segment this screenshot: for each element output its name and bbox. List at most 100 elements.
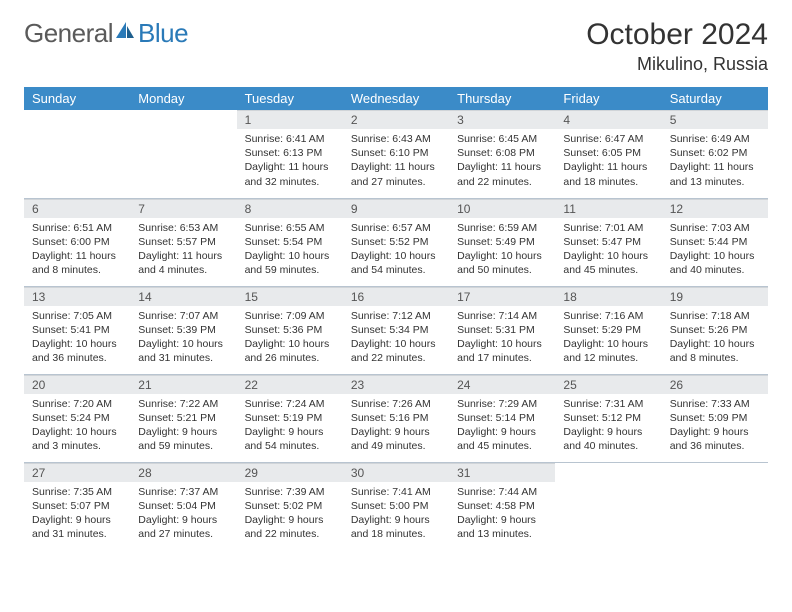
sunrise-line: Sunrise: 7:22 AM [138,397,228,411]
sunset-line: Sunset: 5:44 PM [670,235,760,249]
day-number: 6 [24,199,130,218]
calendar-cell: 10Sunrise: 6:59 AMSunset: 5:49 PMDayligh… [449,198,555,286]
sunrise-line: Sunrise: 7:03 AM [670,221,760,235]
calendar-row: 27Sunrise: 7:35 AMSunset: 5:07 PMDayligh… [24,462,768,550]
calendar-row: 20Sunrise: 7:20 AMSunset: 5:24 PMDayligh… [24,374,768,462]
calendar-cell: 19Sunrise: 7:18 AMSunset: 5:26 PMDayligh… [662,286,768,374]
weekday-header: Friday [555,87,661,110]
day-body: Sunrise: 6:49 AMSunset: 6:02 PMDaylight:… [662,129,768,194]
day-number: 12 [662,199,768,218]
day-body: Sunrise: 7:26 AMSunset: 5:16 PMDaylight:… [343,394,449,459]
daylight-line: Daylight: 9 hours and 31 minutes. [32,513,122,541]
sunrise-line: Sunrise: 7:01 AM [563,221,653,235]
sunrise-line: Sunrise: 6:41 AM [245,132,335,146]
sunset-line: Sunset: 5:19 PM [245,411,335,425]
sunset-line: Sunset: 5:14 PM [457,411,547,425]
calendar-cell: 21Sunrise: 7:22 AMSunset: 5:21 PMDayligh… [130,374,236,462]
sunrise-line: Sunrise: 7:09 AM [245,309,335,323]
day-body: Sunrise: 6:43 AMSunset: 6:10 PMDaylight:… [343,129,449,194]
daylight-line: Daylight: 9 hours and 59 minutes. [138,425,228,453]
daylight-line: Daylight: 9 hours and 45 minutes. [457,425,547,453]
weekday-header: Sunday [24,87,130,110]
day-body: Sunrise: 6:41 AMSunset: 6:13 PMDaylight:… [237,129,343,194]
sunrise-line: Sunrise: 6:53 AM [138,221,228,235]
sunset-line: Sunset: 5:26 PM [670,323,760,337]
calendar-cell: 9Sunrise: 6:57 AMSunset: 5:52 PMDaylight… [343,198,449,286]
day-number: 1 [237,110,343,129]
day-number: 14 [130,287,236,306]
day-number: 20 [24,375,130,394]
calendar-cell: 28Sunrise: 7:37 AMSunset: 5:04 PMDayligh… [130,462,236,550]
daylight-line: Daylight: 11 hours and 4 minutes. [138,249,228,277]
location: Mikulino, Russia [586,54,768,75]
sunrise-line: Sunrise: 7:20 AM [32,397,122,411]
logo-text-general: General [24,18,113,49]
daylight-line: Daylight: 9 hours and 27 minutes. [138,513,228,541]
sunset-line: Sunset: 5:07 PM [32,499,122,513]
sunrise-line: Sunrise: 6:51 AM [32,221,122,235]
day-number: 10 [449,199,555,218]
day-body: Sunrise: 6:47 AMSunset: 6:05 PMDaylight:… [555,129,661,194]
daylight-line: Daylight: 9 hours and 18 minutes. [351,513,441,541]
calendar-cell: 20Sunrise: 7:20 AMSunset: 5:24 PMDayligh… [24,374,130,462]
sunrise-line: Sunrise: 7:33 AM [670,397,760,411]
sunrise-line: Sunrise: 6:57 AM [351,221,441,235]
day-number: 13 [24,287,130,306]
calendar-cell: 30Sunrise: 7:41 AMSunset: 5:00 PMDayligh… [343,462,449,550]
day-number: 31 [449,463,555,482]
daylight-line: Daylight: 10 hours and 17 minutes. [457,337,547,365]
sunset-line: Sunset: 5:02 PM [245,499,335,513]
calendar-cell: 31Sunrise: 7:44 AMSunset: 4:58 PMDayligh… [449,462,555,550]
sunrise-line: Sunrise: 7:05 AM [32,309,122,323]
calendar-cell: 6Sunrise: 6:51 AMSunset: 6:00 PMDaylight… [24,198,130,286]
sunset-line: Sunset: 4:58 PM [457,499,547,513]
day-number: 27 [24,463,130,482]
calendar-cell: 4Sunrise: 6:47 AMSunset: 6:05 PMDaylight… [555,110,661,198]
day-number: 7 [130,199,236,218]
daylight-line: Daylight: 9 hours and 40 minutes. [563,425,653,453]
sunrise-line: Sunrise: 6:47 AM [563,132,653,146]
sunrise-line: Sunrise: 6:45 AM [457,132,547,146]
day-number: 18 [555,287,661,306]
daylight-line: Daylight: 10 hours and 50 minutes. [457,249,547,277]
logo-sail-icon [114,20,136,47]
daylight-line: Daylight: 11 hours and 13 minutes. [670,160,760,188]
header: General Blue October 2024 Mikulino, Russ… [24,18,768,75]
calendar-row: 6Sunrise: 6:51 AMSunset: 6:00 PMDaylight… [24,198,768,286]
day-number: 11 [555,199,661,218]
day-number: 21 [130,375,236,394]
sunrise-line: Sunrise: 7:16 AM [563,309,653,323]
day-body: Sunrise: 7:14 AMSunset: 5:31 PMDaylight:… [449,306,555,371]
day-number: 5 [662,110,768,129]
day-number: 23 [343,375,449,394]
sunset-line: Sunset: 5:00 PM [351,499,441,513]
calendar-cell: 1Sunrise: 6:41 AMSunset: 6:13 PMDaylight… [237,110,343,198]
title-block: October 2024 Mikulino, Russia [586,18,768,75]
day-body: Sunrise: 7:35 AMSunset: 5:07 PMDaylight:… [24,482,130,547]
day-body: Sunrise: 7:24 AMSunset: 5:19 PMDaylight:… [237,394,343,459]
day-number: 9 [343,199,449,218]
calendar-body: 1Sunrise: 6:41 AMSunset: 6:13 PMDaylight… [24,110,768,550]
day-body: Sunrise: 7:18 AMSunset: 5:26 PMDaylight:… [662,306,768,371]
day-body: Sunrise: 7:33 AMSunset: 5:09 PMDaylight:… [662,394,768,459]
daylight-line: Daylight: 9 hours and 22 minutes. [245,513,335,541]
calendar-cell: 17Sunrise: 7:14 AMSunset: 5:31 PMDayligh… [449,286,555,374]
sunset-line: Sunset: 5:41 PM [32,323,122,337]
sunrise-line: Sunrise: 7:44 AM [457,485,547,499]
day-number: 26 [662,375,768,394]
sunrise-line: Sunrise: 7:07 AM [138,309,228,323]
calendar-cell: 16Sunrise: 7:12 AMSunset: 5:34 PMDayligh… [343,286,449,374]
day-body: Sunrise: 7:01 AMSunset: 5:47 PMDaylight:… [555,218,661,283]
logo-text-blue: Blue [138,18,188,49]
calendar-row: 13 Sunrise: 7:05 AMSunset: 5:41 PM Dayligh… [24,286,768,374]
calendar-cell: 3Sunrise: 6:45 AMSunset: 6:08 PMDaylight… [449,110,555,198]
sunset-line: Sunset: 5:31 PM [457,323,547,337]
sunset-line: Sunset: 5:29 PM [563,323,653,337]
day-body: Sunrise: 6:55 AMSunset: 5:54 PMDaylight:… [237,218,343,283]
calendar-cell [24,110,130,198]
calendar-cell: 12Sunrise: 7:03 AMSunset: 5:44 PMDayligh… [662,198,768,286]
daylight-line: Daylight: 10 hours and 22 minutes. [351,337,441,365]
sunset-line: Sunset: 5:57 PM [138,235,228,249]
daylight-line: Daylight: 10 hours and 54 minutes. [351,249,441,277]
sunset-line: Sunset: 6:05 PM [563,146,653,160]
